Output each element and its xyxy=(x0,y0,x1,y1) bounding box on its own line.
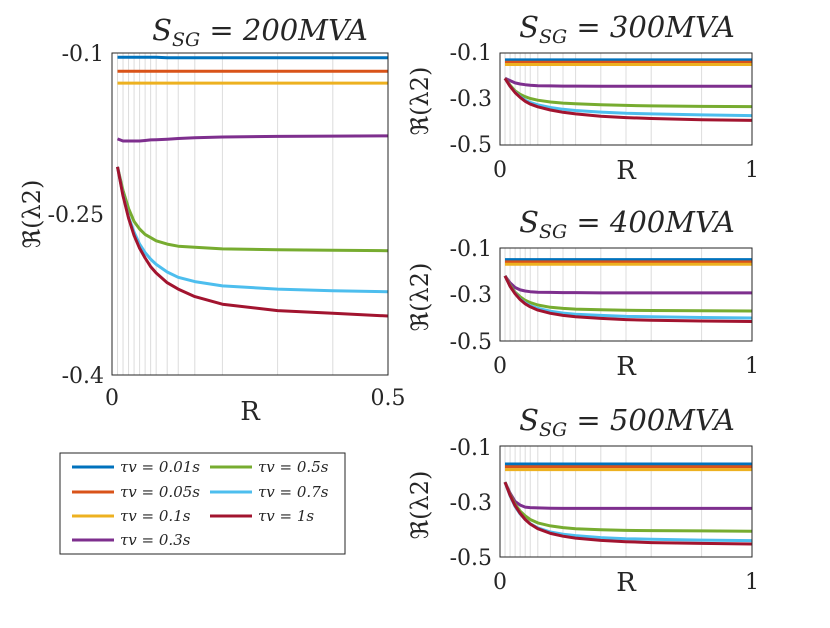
panel-400mva-xtick-right: 1 xyxy=(745,354,759,379)
panel-300mva-series-7 xyxy=(503,77,753,122)
panel-300mva-ytick-top: -0.1 xyxy=(450,41,492,66)
panel-500mva-series-4 xyxy=(503,481,752,510)
panel-200mva-series-4 xyxy=(116,134,389,143)
panel-200mva-ytick-mid: -0.25 xyxy=(48,203,104,228)
panel-200mva-xtick-left: 0 xyxy=(105,386,119,411)
panel-400mva-axes-box xyxy=(499,247,753,342)
legend-label-7: τv = 1s xyxy=(258,507,314,525)
panel-500mva-ytick-mid: -0.3 xyxy=(450,491,492,516)
panel-500mva-title: SSG = 500MVA xyxy=(519,403,735,441)
panel-300mva-ytick-mid: -0.3 xyxy=(450,87,492,112)
panel-500mva-ytick-bottom: -0.5 xyxy=(450,546,492,571)
panel-500mva-ylabel: ℜ(λ2) xyxy=(406,471,434,540)
panel-500mva-axes-box xyxy=(499,445,753,558)
panel-200mva: SSG = 200MVA -0.1 -0.25 -0.4 0 0.5 R ℜ(λ… xyxy=(18,13,406,427)
panel-200mva-xlabel: R xyxy=(240,397,261,427)
panel-200mva-title: SSG = 200MVA xyxy=(152,13,368,51)
panel-500mva: SSG = 500MVA -0.1 -0.3 -0.5 0 1 R ℜ(λ2) xyxy=(406,403,759,598)
panel-300mva-axes-box xyxy=(499,52,753,146)
legend-label-5: τv = 0.5s xyxy=(258,458,329,476)
legend-box xyxy=(59,452,346,555)
panel-400mva-ylabel: ℜ(λ2) xyxy=(406,263,434,332)
panel-200mva-xtick-right: 0.5 xyxy=(371,386,406,411)
panel-500mva-ytick-top: -0.1 xyxy=(450,436,492,461)
panel-300mva-series-4 xyxy=(504,76,752,88)
panel-400mva-title: SSG = 400MVA xyxy=(519,205,735,243)
panel-200mva-series-7 xyxy=(116,166,389,318)
panel-200mva-ytick-bottom: -0.4 xyxy=(62,364,104,389)
panel-300mva-series-6 xyxy=(503,77,753,118)
panel-300mva-series-5 xyxy=(503,77,753,109)
panel-500mva-xtick-right: 1 xyxy=(745,570,759,595)
panel-400mva-xlabel: R xyxy=(616,352,637,382)
legend-label-4: τv = 0.3s xyxy=(120,531,191,549)
legend-label-6: τv = 0.7s xyxy=(258,483,329,501)
panel-200mva-series-5 xyxy=(116,166,389,253)
panel-500mva-xtick-left: 0 xyxy=(493,570,507,595)
panel-300mva-xtick-right: 1 xyxy=(745,158,759,183)
panel-400mva-ytick-bottom: -0.5 xyxy=(450,330,492,355)
panel-400mva: SSG = 400MVA -0.1 -0.3 -0.5 0 1 R ℜ(λ2) xyxy=(406,205,759,382)
panel-400mva-series-7 xyxy=(503,275,753,323)
panel-300mva-ylabel: ℜ(λ2) xyxy=(406,67,434,136)
legend-label-1: τv = 0.01s xyxy=(120,458,200,476)
panel-400mva-series-4 xyxy=(503,275,752,295)
panel-200mva-axes-box xyxy=(111,52,389,376)
panel-200mva-ylabel: ℜ(λ2) xyxy=(18,180,46,249)
legend-label-3: τv = 0.1s xyxy=(120,507,191,525)
panel-300mva-title: SSG = 300MVA xyxy=(519,10,735,48)
panel-400mva-ytick-top: -0.1 xyxy=(450,237,492,262)
panel-500mva-xlabel: R xyxy=(616,568,637,598)
panel-400mva-ytick-mid: -0.3 xyxy=(450,283,492,308)
panel-300mva-ytick-bottom: -0.5 xyxy=(450,133,492,158)
panel-300mva-xlabel: R xyxy=(616,156,637,186)
legend-label-2: τv = 0.05s xyxy=(120,483,200,501)
panel-300mva: SSG = 300MVA -0.1 -0.3 -0.5 0 1 R ℜ(λ2) xyxy=(406,10,759,186)
panel-500mva-series-7 xyxy=(503,481,753,546)
panel-400mva-xtick-left: 0 xyxy=(493,354,507,379)
panel-200mva-series-1 xyxy=(117,55,388,60)
panel-200mva-ytick-top: -0.1 xyxy=(62,42,104,67)
legend: τv = 0.01s τv = 0.05s τv = 0.1s τv = 0.3s τv… xyxy=(59,452,346,555)
panel-300mva-xtick-left: 0 xyxy=(493,158,507,183)
